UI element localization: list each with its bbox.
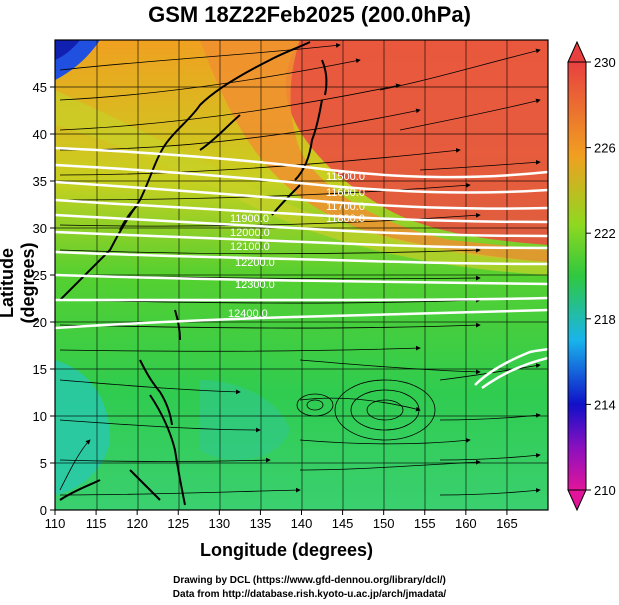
x-tick-label: 160 <box>455 516 477 531</box>
colorbar-tick-label: 226 <box>594 141 616 156</box>
y-tick-label: 35 <box>33 174 47 189</box>
y-tick-label: 30 <box>33 221 47 236</box>
colorbar: 210 214 218 222 226 230 <box>567 40 616 512</box>
y-axis-ticks: 0 5 10 15 20 25 30 35 40 45 <box>33 80 55 518</box>
x-tick-label: 130 <box>208 516 230 531</box>
y-tick-label: 45 <box>33 80 47 95</box>
colorbar-tick-label: 230 <box>594 55 616 70</box>
colorbar-tick-label: 222 <box>594 226 616 241</box>
contour-label: 12100.0 <box>230 241 270 253</box>
y-tick-label: 0 <box>40 503 47 518</box>
colorbar-tick-label: 218 <box>594 312 616 327</box>
credit-drawing: Drawing by DCL (https://www.gfd-dennou.o… <box>173 575 446 586</box>
plot-area: 11500.0 11600.0 11700.0 11800.0 11900.0 … <box>55 40 548 510</box>
x-tick-label: 115 <box>86 516 107 531</box>
x-tick-label: 135 <box>250 516 272 531</box>
contour-label: 11800.0 <box>326 213 365 225</box>
contour-label: 11600.0 <box>326 187 365 199</box>
contour-label: 11500.0 <box>326 171 365 183</box>
contour-label: 11700.0 <box>326 201 365 213</box>
x-tick-label: 120 <box>126 516 148 531</box>
contour-label: 12400.0 <box>228 308 268 320</box>
y-tick-label: 20 <box>33 315 47 330</box>
y-tick-label: 5 <box>40 456 47 471</box>
contour-label: 11900.0 <box>230 213 269 225</box>
contour-label: 12200.0 <box>235 257 275 269</box>
y-tick-label: 40 <box>33 127 47 142</box>
y-tick-label: 15 <box>33 362 47 377</box>
x-tick-label: 145 <box>332 516 354 531</box>
contour-label: 12000.0 <box>230 227 270 239</box>
x-tick-label: 165 <box>496 516 518 531</box>
contour-label: 12300.0 <box>235 279 275 291</box>
x-tick-label: 110 <box>45 516 66 531</box>
y-tick-label: 25 <box>33 268 47 283</box>
x-tick-label: 140 <box>291 516 313 531</box>
x-axis-title: Longitude (degrees) <box>200 540 374 560</box>
x-tick-label: 155 <box>414 516 436 531</box>
colorbar-tick-label: 210 <box>594 483 616 498</box>
x-axis-ticks: 110 115 120 125 130 135 140 145 150 155 160 165 <box>45 510 518 531</box>
credit-data: Data from http://database.rish.kyoto-u.a… <box>172 589 447 600</box>
x-tick-label: 125 <box>167 516 189 531</box>
page-title: GSM 18Z22Feb2025 (200.0hPa) <box>148 2 471 27</box>
y-tick-label: 10 <box>33 409 47 424</box>
y-axis-title: Latitude (degrees) <box>0 242 38 324</box>
colorbar-tick-label: 214 <box>594 397 616 412</box>
x-tick-label: 150 <box>373 516 395 531</box>
